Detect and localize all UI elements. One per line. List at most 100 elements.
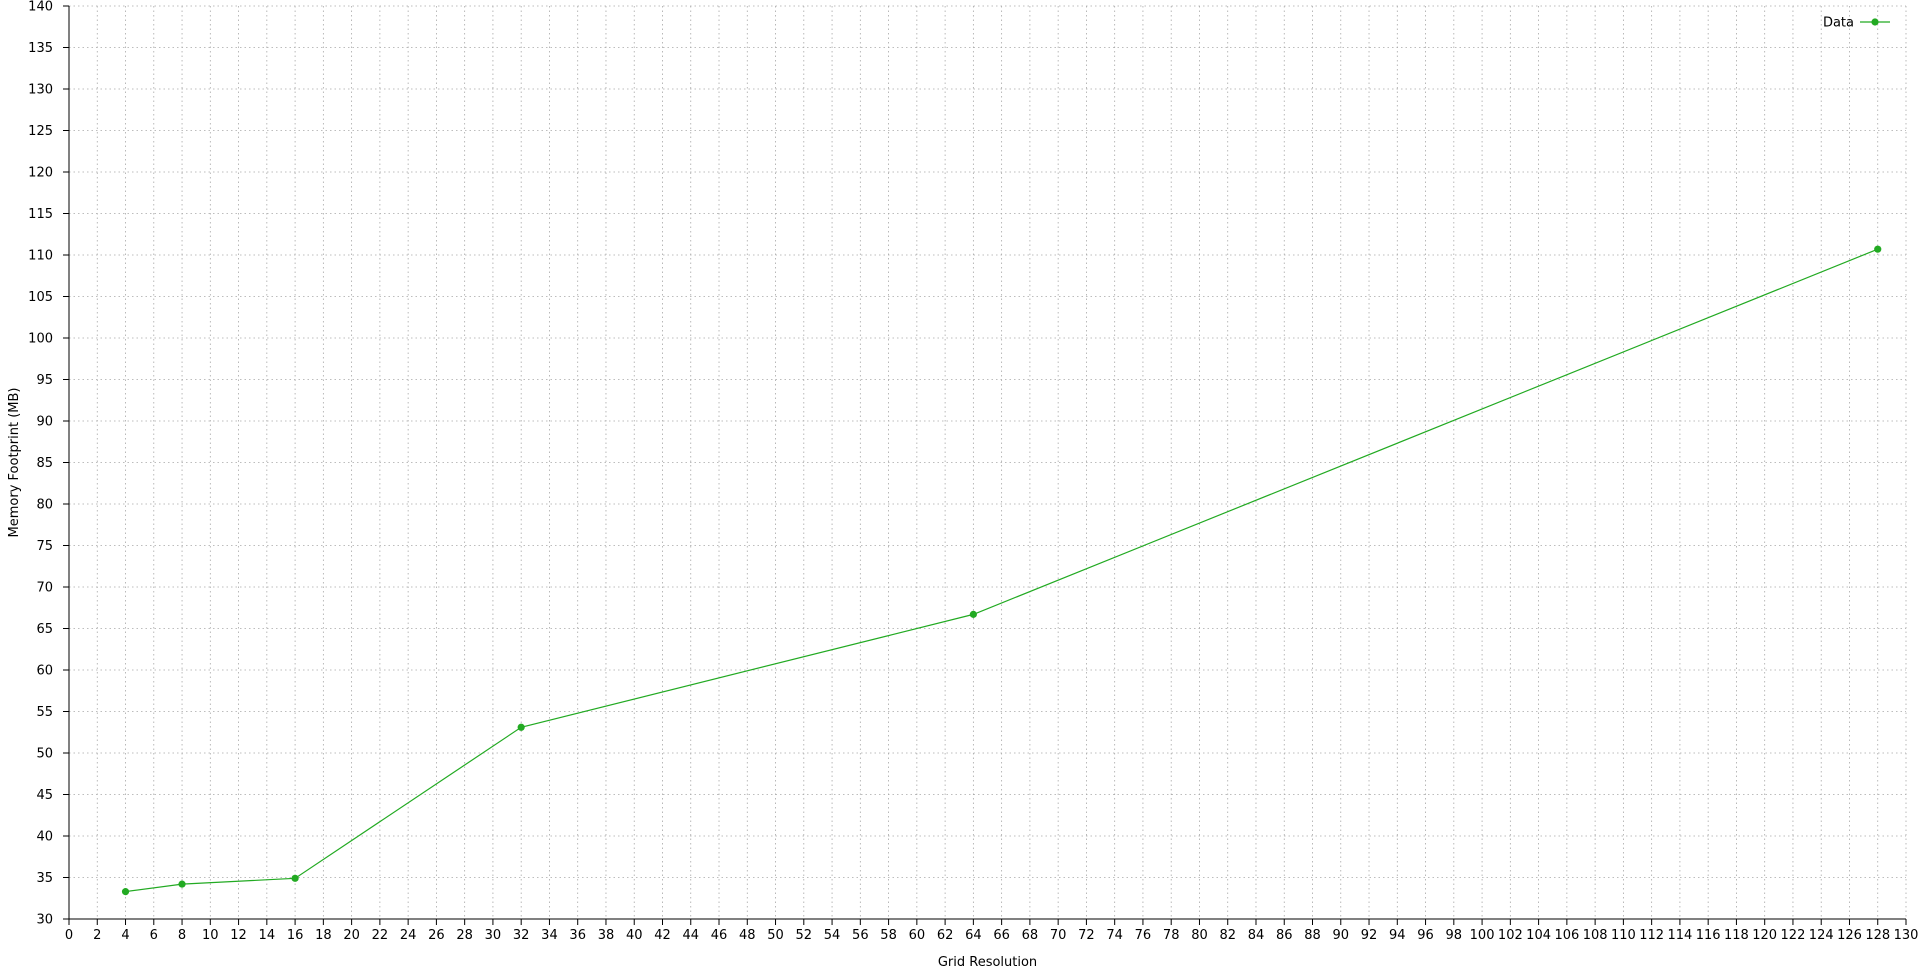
x-tick-label: 100 bbox=[1470, 928, 1495, 943]
x-tick-label: 80 bbox=[1191, 928, 1208, 943]
data-point bbox=[178, 880, 186, 888]
x-tick-label: 14 bbox=[259, 928, 276, 943]
x-tick-label: 48 bbox=[739, 928, 756, 943]
x-tick-label: 44 bbox=[682, 928, 699, 943]
x-tick-label: 124 bbox=[1809, 928, 1834, 943]
x-tick-label: 36 bbox=[569, 928, 586, 943]
x-tick-label: 120 bbox=[1752, 928, 1777, 943]
x-tick-label: 16 bbox=[287, 928, 304, 943]
x-tick-label: 106 bbox=[1554, 928, 1579, 943]
data-point bbox=[291, 874, 299, 882]
data-point bbox=[969, 610, 977, 618]
y-tick-label: 65 bbox=[36, 622, 53, 637]
y-tick-label: 110 bbox=[28, 249, 53, 264]
x-tick-label: 74 bbox=[1106, 928, 1123, 943]
x-tick-label: 34 bbox=[541, 928, 558, 943]
x-tick-label: 90 bbox=[1332, 928, 1349, 943]
x-tick-label: 96 bbox=[1417, 928, 1434, 943]
x-tick-label: 130 bbox=[1894, 928, 1919, 943]
x-tick-label: 118 bbox=[1724, 928, 1749, 943]
y-tick-label: 30 bbox=[36, 913, 53, 928]
series-layer bbox=[121, 245, 1882, 896]
y-tick-label: 40 bbox=[36, 830, 53, 845]
y-tick-label: 80 bbox=[36, 498, 53, 513]
x-tick-label: 128 bbox=[1865, 928, 1890, 943]
y-tick-label: 70 bbox=[36, 581, 53, 596]
y-tick-label: 125 bbox=[28, 124, 53, 139]
x-tick-label: 50 bbox=[767, 928, 784, 943]
x-tick-label: 26 bbox=[428, 928, 445, 943]
y-tick-label: 120 bbox=[28, 166, 53, 181]
x-tick-label: 2 bbox=[93, 928, 101, 943]
x-tick-label: 76 bbox=[1135, 928, 1152, 943]
grid-lines bbox=[68, 5, 1907, 920]
x-tick-label: 28 bbox=[456, 928, 473, 943]
x-tick-label: 62 bbox=[937, 928, 954, 943]
x-tick-label: 72 bbox=[1078, 928, 1095, 943]
y-tick-label: 35 bbox=[36, 871, 53, 886]
x-tick-label: 82 bbox=[1219, 928, 1236, 943]
y-tick-label: 75 bbox=[36, 539, 53, 554]
x-axis-title: Grid Resolution bbox=[938, 955, 1037, 970]
x-tick-label: 56 bbox=[852, 928, 869, 943]
x-tick-label: 122 bbox=[1781, 928, 1806, 943]
x-tick-label: 88 bbox=[1304, 928, 1321, 943]
x-tick-label: 98 bbox=[1446, 928, 1463, 943]
x-tick-label: 70 bbox=[1050, 928, 1067, 943]
x-tick-label: 0 bbox=[65, 928, 73, 943]
x-tick-label: 10 bbox=[202, 928, 219, 943]
data-point bbox=[121, 888, 130, 896]
x-tick-label: 18 bbox=[315, 928, 332, 943]
y-tick-label: 140 bbox=[28, 0, 53, 15]
x-tick-label: 54 bbox=[824, 928, 841, 943]
x-tick-label: 58 bbox=[880, 928, 897, 943]
x-tick-label: 24 bbox=[400, 928, 417, 943]
x-tick-label: 20 bbox=[343, 928, 360, 943]
y-tick-label: 45 bbox=[36, 788, 53, 803]
x-tick-label: 8 bbox=[178, 928, 186, 943]
x-tick-label: 52 bbox=[796, 928, 813, 943]
x-tick-label: 42 bbox=[654, 928, 671, 943]
x-tick-label: 32 bbox=[513, 928, 530, 943]
x-tick-label: 40 bbox=[626, 928, 643, 943]
x-tick-label: 116 bbox=[1696, 928, 1721, 943]
y-tick-label: 115 bbox=[28, 207, 53, 222]
data-point bbox=[1874, 245, 1882, 253]
x-tick-label: 60 bbox=[909, 928, 926, 943]
x-tick-label: 104 bbox=[1526, 928, 1551, 943]
y-tick-label: 135 bbox=[28, 41, 53, 56]
x-tick-label: 110 bbox=[1611, 928, 1636, 943]
y-axis-ticks: 30 35 40 45 50 55 60 65 70 75 80 85 90 95 100 105 110 115… bbox=[28, 0, 69, 928]
x-tick-label: 66 bbox=[993, 928, 1010, 943]
x-tick-label: 30 bbox=[485, 928, 502, 943]
y-tick-label: 130 bbox=[28, 83, 53, 98]
x-tick-label: 94 bbox=[1389, 928, 1406, 943]
series-line bbox=[125, 248, 1878, 893]
x-tick-label: 68 bbox=[1022, 928, 1039, 943]
y-tick-label: 105 bbox=[28, 290, 53, 305]
x-tick-label: 46 bbox=[711, 928, 728, 943]
x-tick-label: 86 bbox=[1276, 928, 1293, 943]
y-tick-label: 55 bbox=[36, 705, 53, 720]
y-tick-label: 95 bbox=[36, 373, 53, 388]
y-tick-label: 85 bbox=[36, 456, 53, 471]
y-tick-label: 100 bbox=[28, 332, 53, 347]
x-tick-label: 102 bbox=[1498, 928, 1523, 943]
y-tick-label: 50 bbox=[36, 747, 53, 762]
x-axis-ticks: 0 2 4 6 8 10 12 14 16 18 20 22 24 26 28 30 32 34 36 38 40 42 4… bbox=[65, 919, 1919, 943]
x-tick-label: 92 bbox=[1361, 928, 1378, 943]
y-tick-label: 90 bbox=[36, 415, 53, 430]
x-tick-label: 22 bbox=[372, 928, 389, 943]
x-tick-label: 84 bbox=[1248, 928, 1265, 943]
data-point bbox=[517, 723, 525, 731]
x-tick-label: 114 bbox=[1667, 928, 1692, 943]
x-tick-label: 126 bbox=[1837, 928, 1862, 943]
x-tick-label: 6 bbox=[150, 928, 158, 943]
legend-label: Data bbox=[1823, 16, 1854, 31]
x-tick-label: 64 bbox=[965, 928, 982, 943]
x-tick-label: 112 bbox=[1639, 928, 1664, 943]
legend-marker bbox=[1871, 18, 1879, 26]
legend: Data bbox=[1823, 16, 1890, 31]
x-tick-label: 78 bbox=[1163, 928, 1180, 943]
